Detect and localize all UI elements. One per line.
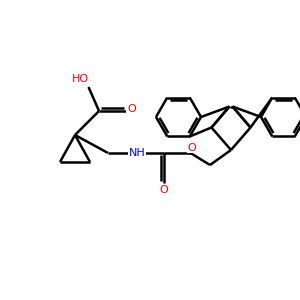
Text: O: O <box>159 184 168 195</box>
Text: O: O <box>127 104 136 115</box>
Text: HO: HO <box>71 74 89 85</box>
Text: NH: NH <box>129 148 146 158</box>
Text: O: O <box>188 142 196 153</box>
